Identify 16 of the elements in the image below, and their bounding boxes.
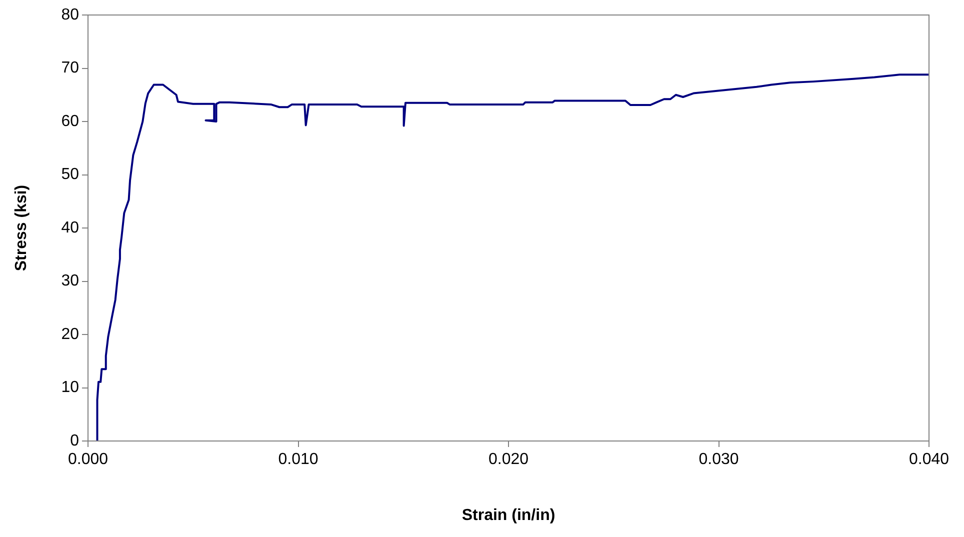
x-tick-label: 0.040 <box>908 451 950 468</box>
y-tick-label: 80 <box>61 6 80 24</box>
y-tick-label: 30 <box>61 272 80 290</box>
y-tick-label: 40 <box>61 219 80 236</box>
y-axis-title: Stress (ksi) <box>13 184 30 272</box>
x-tick-label: 0.020 <box>488 451 529 468</box>
y-tick-label: 60 <box>61 112 80 130</box>
y-tick-label: 20 <box>61 326 80 343</box>
y-tick-label: 0 <box>70 432 80 450</box>
x-axis-title: Strain (in/in) <box>462 506 556 524</box>
y-tick-label: 50 <box>61 166 80 184</box>
x-tick-label: 0.010 <box>278 451 318 468</box>
x-tick-label: 0.030 <box>698 451 739 468</box>
y-tick-label: 10 <box>61 379 80 396</box>
x-tick-label: 0.000 <box>68 451 108 468</box>
y-tick-label: 70 <box>61 60 80 77</box>
